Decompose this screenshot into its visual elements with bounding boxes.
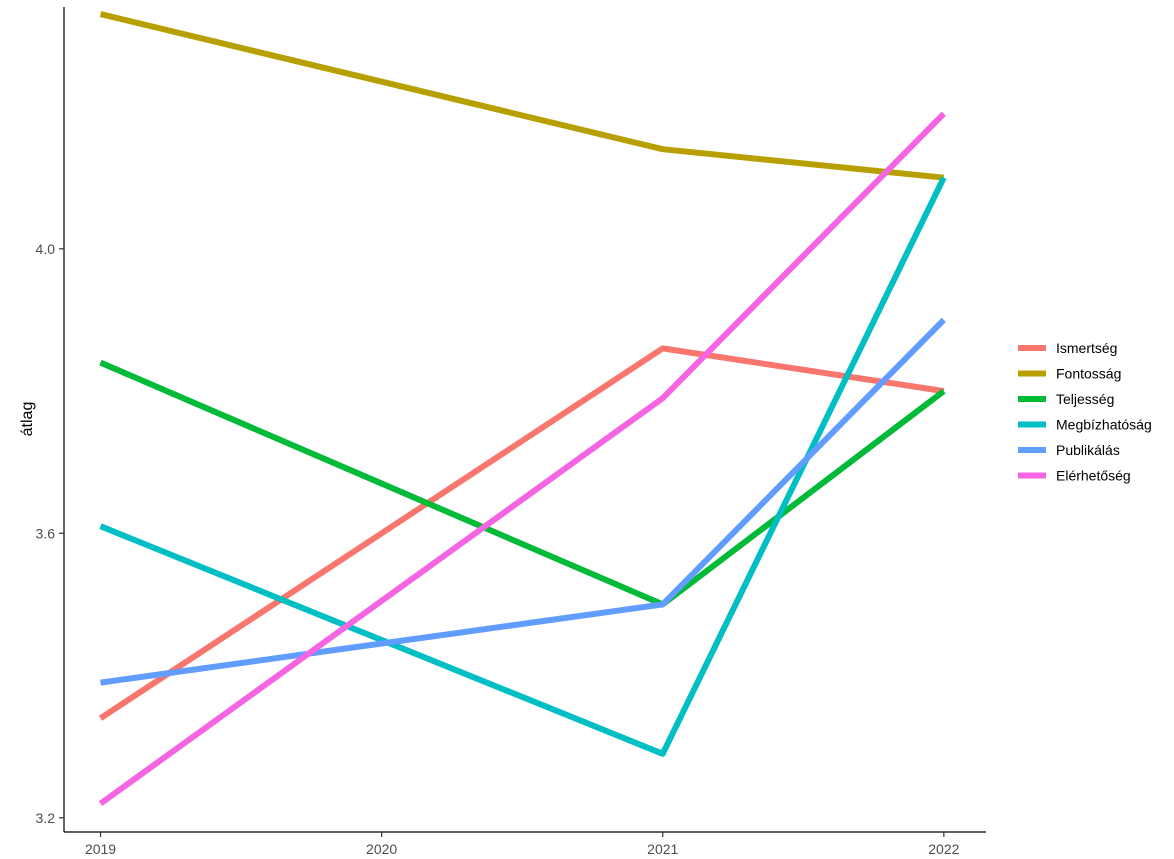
legend-item-megbizhatosag: Megbízhatóság	[1018, 417, 1152, 433]
legend-label: Megbízhatóság	[1056, 417, 1152, 433]
legend-label: Fontosság	[1056, 366, 1121, 382]
legend-label: Elérhetőség	[1056, 468, 1131, 484]
series-line-fontossag	[99, 11, 945, 181]
legend: Ismertség Fontosság Teljesség Megbízhatóság…	[1018, 340, 1152, 484]
legend-item-publikalas: Publikálás	[1018, 442, 1120, 458]
legend-label: Publikálás	[1056, 442, 1120, 458]
y-tick-label: 3.6	[36, 525, 56, 541]
x-tick-label: 2020	[366, 841, 397, 857]
legend-item-fontossag: Fontosság	[1018, 366, 1121, 382]
x-ticks: 2019 2020 2021 2022	[85, 832, 960, 857]
x-tick-label: 2022	[928, 841, 959, 857]
y-ticks: 3.2 3.6 4.0	[36, 241, 64, 826]
x-tick-label: 2019	[85, 841, 116, 857]
legend-label: Ismertség	[1056, 340, 1117, 356]
legend-item-ismertseg: Ismertség	[1018, 340, 1117, 356]
legend-item-elerhetoseg: Elérhetőség	[1018, 468, 1131, 484]
series-line-ismertseg	[98, 345, 945, 721]
series-line-elerhetoseg	[98, 111, 946, 807]
y-tick-label: 3.2	[36, 810, 56, 826]
series-line-publikalas	[100, 317, 946, 686]
y-tick-label: 4.0	[36, 241, 56, 257]
legend-item-teljesseg: Teljesség	[1018, 391, 1114, 407]
x-tick-label: 2021	[647, 841, 678, 857]
series-line-megbizhatosag	[99, 176, 947, 757]
plot-area: 3.2 3.6 4.0 2019 2020 2021 2022	[36, 7, 986, 857]
series-layer	[98, 11, 947, 807]
series-line-teljesseg	[99, 359, 946, 608]
y-axis-title: átlag	[19, 402, 36, 437]
legend-label: Teljesség	[1056, 391, 1114, 407]
